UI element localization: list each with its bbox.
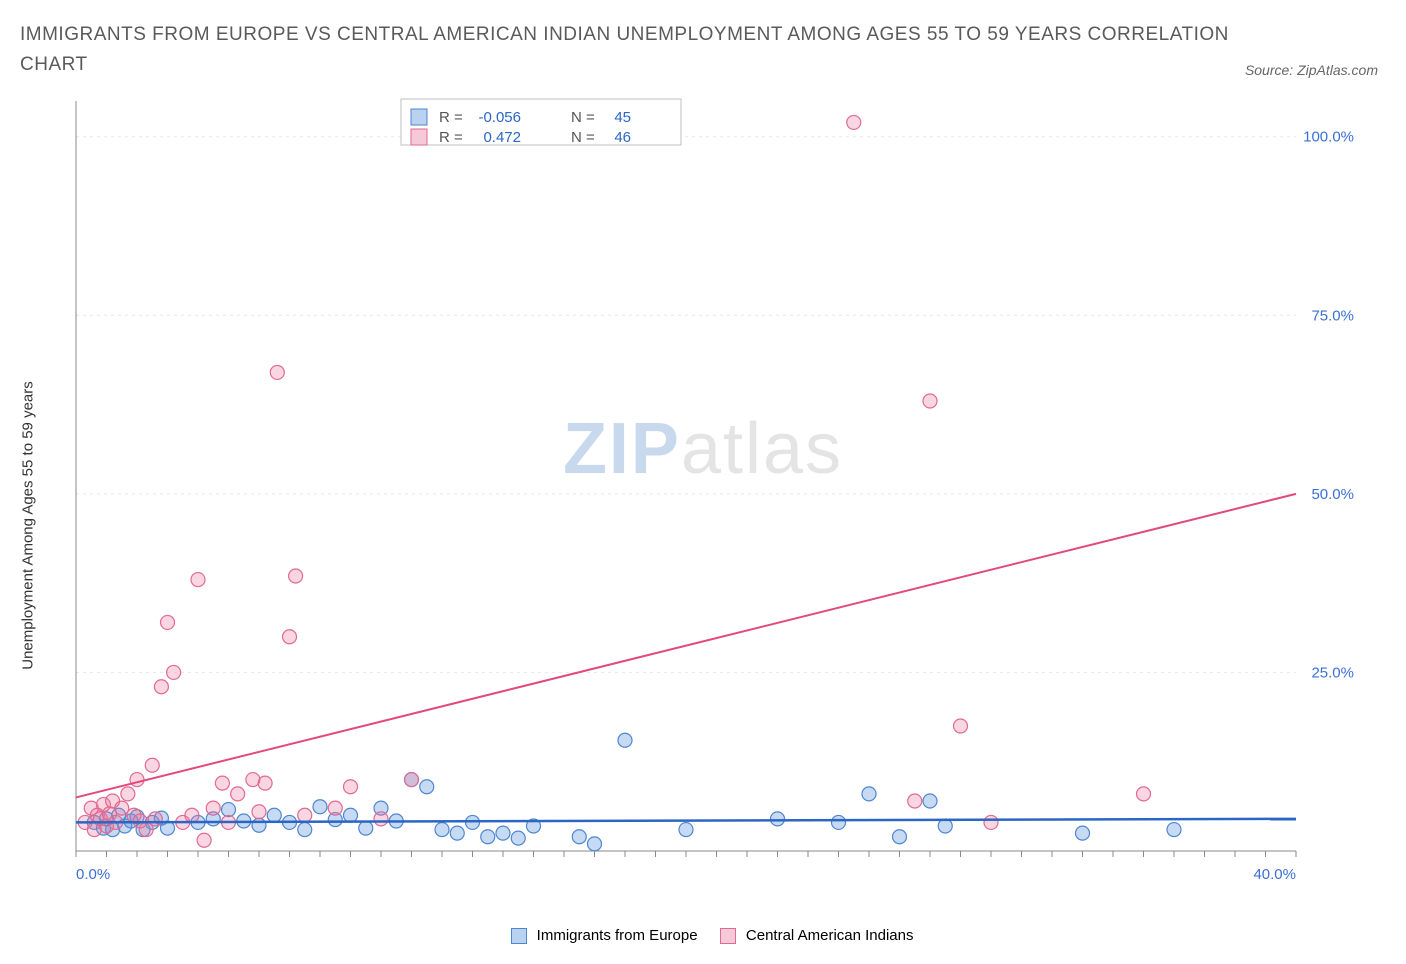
legend-label-central-american: Central American Indians <box>746 927 914 944</box>
data-point <box>359 821 373 835</box>
data-point <box>161 615 175 629</box>
data-point <box>298 822 312 836</box>
data-point <box>145 758 159 772</box>
legend-n-label: N = <box>571 109 595 126</box>
legend-swatch <box>411 129 427 145</box>
data-point <box>984 815 998 829</box>
data-point <box>298 808 312 822</box>
data-point <box>115 801 129 815</box>
data-point <box>496 826 510 840</box>
data-point <box>923 794 937 808</box>
legend-n-label: N = <box>571 129 595 146</box>
data-point <box>374 812 388 826</box>
data-point <box>893 829 907 843</box>
data-point <box>923 394 937 408</box>
data-point <box>154 679 168 693</box>
data-point <box>197 833 211 847</box>
legend-r-label: R = <box>439 109 463 126</box>
data-point <box>185 808 199 822</box>
data-point <box>420 779 434 793</box>
data-point <box>270 365 284 379</box>
data-point <box>206 801 220 815</box>
legend-n-value: 46 <box>614 129 631 146</box>
data-point <box>148 812 162 826</box>
legend-label-europe: Immigrants from Europe <box>537 927 698 944</box>
title-line-1: IMMIGRANTS FROM EUROPE VS CENTRAL AMERIC… <box>20 24 1229 45</box>
x-tick-label: 0.0% <box>76 866 110 883</box>
chart-title: IMMIGRANTS FROM EUROPE VS CENTRAL AMERIC… <box>20 20 1386 81</box>
data-point <box>481 829 495 843</box>
data-point <box>252 818 266 832</box>
data-point <box>267 808 281 822</box>
legend-swatch-central-american <box>720 928 736 944</box>
legend-r-label: R = <box>439 129 463 146</box>
data-point <box>328 801 342 815</box>
data-point <box>1137 787 1151 801</box>
trend-line <box>76 494 1296 798</box>
data-point <box>435 822 449 836</box>
data-point <box>511 831 525 845</box>
scatter-chart: 25.0% 50.0% 75.0% 100.0% 0.0% 40.0% R = -0.056 N… <box>66 91 1376 921</box>
data-point <box>252 804 266 818</box>
data-point <box>588 837 602 851</box>
data-point <box>313 799 327 813</box>
data-point <box>258 776 272 790</box>
data-point <box>618 733 632 747</box>
data-point <box>862 787 876 801</box>
y-tick-label: 25.0% <box>1311 664 1354 681</box>
legend-r-value: -0.056 <box>478 109 521 126</box>
title-line-2: CHART <box>20 54 88 75</box>
y-tick-label: 100.0% <box>1303 128 1354 145</box>
x-tick-label: 40.0% <box>1253 866 1296 883</box>
data-point <box>191 572 205 586</box>
data-point <box>344 808 358 822</box>
chart-container: Unemployment Among Ages 55 to 59 years Z… <box>20 91 1386 944</box>
data-point <box>1167 822 1181 836</box>
data-point <box>283 629 297 643</box>
legend-swatch <box>411 109 427 125</box>
data-point <box>222 802 236 816</box>
legend-bottom: Immigrants from Europe Central American … <box>20 927 1386 944</box>
y-tick-label: 50.0% <box>1311 486 1354 503</box>
data-point <box>832 815 846 829</box>
data-point <box>405 772 419 786</box>
data-point <box>450 826 464 840</box>
data-point <box>344 779 358 793</box>
legend-n-value: 45 <box>614 109 631 126</box>
data-point <box>908 794 922 808</box>
legend-r-value: 0.472 <box>483 129 521 146</box>
y-axis-label: Unemployment Among Ages 55 to 59 years <box>20 382 37 671</box>
source-attribution: Source: ZipAtlas.com <box>1245 62 1378 78</box>
data-point <box>771 812 785 826</box>
y-tick-label: 75.0% <box>1311 307 1354 324</box>
data-point <box>679 822 693 836</box>
data-point <box>167 665 181 679</box>
data-point <box>954 719 968 733</box>
data-point <box>231 787 245 801</box>
data-point <box>847 115 861 129</box>
data-point <box>215 776 229 790</box>
data-point <box>572 829 586 843</box>
legend-swatch-europe <box>511 928 527 944</box>
data-point <box>121 787 135 801</box>
data-point <box>289 569 303 583</box>
data-point <box>1076 826 1090 840</box>
